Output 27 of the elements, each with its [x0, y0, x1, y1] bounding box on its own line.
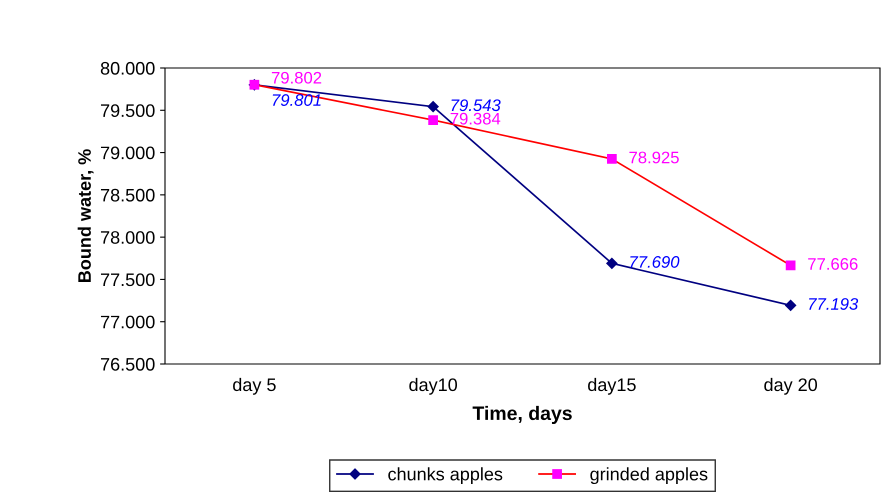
- legend-label: grinded apples: [590, 467, 708, 484]
- y-tick-label: 78.500: [100, 188, 155, 202]
- legend-label: chunks apples: [388, 467, 502, 484]
- y-tick-label: 80.000: [100, 62, 155, 75]
- y-tick-label: 78.000: [100, 231, 155, 244]
- x-tick-label: day15: [588, 378, 636, 395]
- point: [428, 101, 439, 112]
- data-label: 79.802: [272, 72, 322, 84]
- y-tick-label: 77.000: [100, 316, 155, 328]
- point: [606, 258, 618, 269]
- x-tick-label: day 5: [233, 378, 276, 395]
- y-tick-label: 76.500: [100, 358, 155, 371]
- data-label: 77.193: [809, 298, 858, 310]
- y-axis-title: Bound water, %: [78, 149, 94, 282]
- x-tick-label: day 20: [764, 378, 818, 395]
- data-label: 79.801: [272, 94, 321, 106]
- point: [785, 300, 796, 311]
- x-tick-label: day10: [409, 378, 458, 395]
- data-label: 78.925: [629, 152, 679, 164]
- data-label: 79.384: [450, 112, 500, 125]
- data-label: 77.666: [808, 258, 858, 270]
- data-label: 77.690: [630, 256, 680, 268]
- y-tick-label: 77.500: [100, 273, 155, 286]
- x-axis-title: Time, days: [472, 406, 572, 424]
- y-tick-label: 79.500: [100, 104, 155, 118]
- data-label: 79.543: [452, 99, 501, 112]
- y-tick-label: 79.000: [100, 146, 155, 160]
